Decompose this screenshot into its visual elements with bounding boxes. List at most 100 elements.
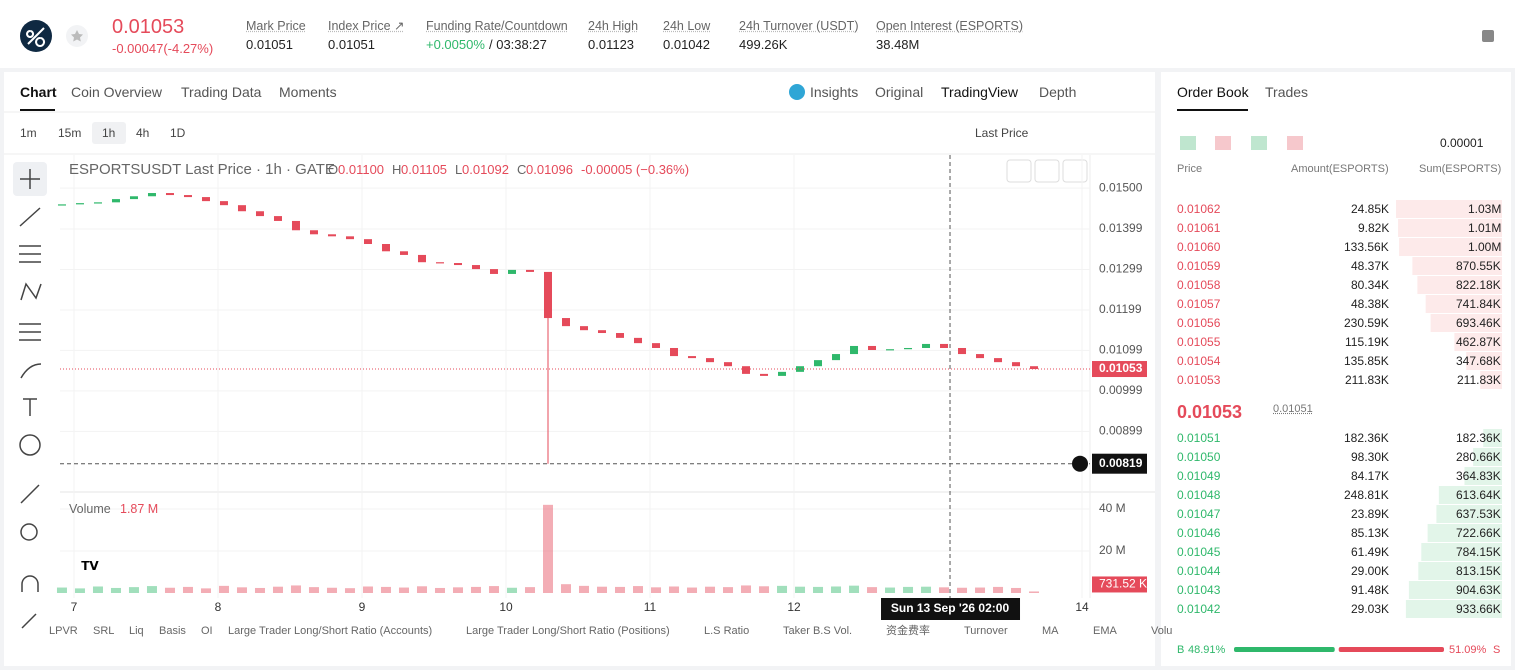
view-tab[interactable]: Insights: [810, 84, 859, 100]
indicator[interactable]: MA: [1042, 625, 1059, 637]
indicator[interactable]: L.S Ratio: [704, 625, 750, 637]
ohlc-key: H: [392, 162, 402, 177]
ob-price: 0.01049: [1177, 469, 1221, 483]
ob-amount: 230.59K: [1344, 316, 1389, 330]
stat-label: Open Interest (ESPORTS): [876, 19, 1024, 33]
y-tick-label: 0.00899: [1099, 424, 1143, 438]
volume-bar: [560, 584, 571, 593]
ohlc-key: L: [455, 162, 463, 177]
menu-icon[interactable]: [1482, 30, 1494, 42]
candle: [201, 197, 210, 202]
indicator[interactable]: Turnover: [964, 625, 1008, 637]
depth-bar: [1438, 486, 1502, 504]
indicator[interactable]: Taker B.S Vol.: [783, 625, 853, 637]
indicator[interactable]: Volu: [1151, 625, 1173, 637]
interval[interactable]: 1D: [170, 126, 186, 140]
interval[interactable]: 4h: [136, 126, 150, 140]
volume-bar: [236, 587, 247, 593]
volume-bar: [218, 585, 229, 593]
sell-letter: S: [1493, 644, 1501, 656]
view-tab[interactable]: Depth: [1039, 84, 1077, 100]
candle: [219, 201, 228, 206]
ob-amount: 24.85K: [1351, 202, 1390, 216]
ob-tick[interactable]: 0.00001: [1440, 136, 1484, 150]
stat-label: Index Price ↗: [328, 19, 405, 33]
stat-value: 38.48M: [876, 37, 920, 52]
candle: [598, 330, 607, 334]
candle: [616, 333, 625, 338]
ob-tab[interactable]: Trades: [1265, 84, 1309, 100]
tab[interactable]: Moments: [279, 84, 337, 100]
y-tick-label: 0.01500: [1099, 180, 1143, 194]
ob-sum: 182.36K: [1456, 431, 1501, 445]
ob-amount: 80.34K: [1351, 278, 1390, 292]
indicator[interactable]: LPVR: [49, 625, 78, 637]
ob-price: 0.01058: [1177, 278, 1221, 292]
volume-bar: [723, 587, 734, 593]
depth-bar: [1430, 314, 1502, 332]
candle: [886, 349, 895, 351]
ob-tab[interactable]: Order Book: [1177, 84, 1249, 100]
volume-bar: [362, 586, 373, 593]
ob-price: 0.01062: [1177, 202, 1221, 216]
ob-view-icon: [1251, 136, 1267, 150]
indicator[interactable]: Liq: [129, 625, 144, 637]
candle: [183, 195, 192, 198]
interval[interactable]: 15m: [58, 126, 82, 140]
stat-label: 24h High: [588, 19, 639, 33]
volume-bar: [380, 586, 391, 593]
indicator[interactable]: OI: [201, 625, 213, 637]
price-type[interactable]: Last Price: [975, 126, 1029, 140]
ob-sum: 784.15K: [1456, 545, 1501, 559]
stat-value: 499.26K: [739, 37, 788, 52]
indicator[interactable]: Large Trader Long/Short Ratio (Positions…: [466, 625, 670, 637]
indicator[interactable]: Large Trader Long/Short Ratio (Accounts): [228, 625, 433, 637]
volume-bar: [470, 586, 481, 593]
indicator[interactable]: Basis: [159, 625, 186, 637]
tab[interactable]: Chart: [20, 84, 57, 100]
ob-price: 0.01050: [1177, 450, 1221, 464]
x-tick-label: 10: [499, 600, 513, 614]
depth-bar: [1436, 505, 1502, 523]
tab[interactable]: Trading Data: [181, 84, 262, 100]
interval[interactable]: 1h: [102, 126, 116, 140]
ob-price: 0.01060: [1177, 240, 1221, 254]
drawing-tools[interactable]: [19, 169, 42, 629]
volume-current: 1.87 M: [120, 502, 159, 516]
chart-button[interactable]: [1062, 159, 1088, 183]
view-tab[interactable]: TradingView: [941, 84, 1019, 100]
ob-amount: 211.83K: [1345, 373, 1389, 387]
volume-bar: [542, 504, 553, 593]
candle: [255, 211, 264, 217]
stat-value: 0.01051: [246, 37, 293, 52]
ob-amount: 248.81K: [1344, 488, 1389, 502]
tab[interactable]: Coin Overview: [71, 84, 163, 100]
volume-bar: [921, 586, 932, 593]
depth-bar: [1473, 448, 1502, 466]
chart-button[interactable]: [1006, 159, 1032, 183]
ob-amount: 61.49K: [1351, 545, 1390, 559]
buy-ratio: 48.91%: [1188, 644, 1226, 656]
stat-label: Funding Rate/Countdown: [426, 19, 568, 33]
indicator[interactable]: SRL: [93, 625, 115, 637]
indicator[interactable]: 资金费率: [886, 625, 930, 637]
ohlc-value: 0.01105: [401, 162, 448, 177]
view-tab[interactable]: Original: [875, 84, 924, 100]
ohlc-value: 0.01100: [338, 162, 385, 177]
interval[interactable]: 1m: [20, 126, 37, 140]
ob-amount: 85.13K: [1351, 526, 1390, 540]
ob-sum: 364.83K: [1456, 469, 1501, 483]
chart-button[interactable]: [1034, 159, 1060, 183]
volume-bar: [795, 586, 806, 593]
volume-bar: [885, 587, 896, 593]
candle: [742, 366, 751, 374]
candle: [706, 358, 715, 363]
candle: [561, 318, 570, 327]
stat-value: 0.01051: [328, 37, 375, 52]
y-tick-label: 0.01099: [1099, 343, 1143, 357]
indicator[interactable]: EMA: [1093, 625, 1117, 637]
candle: [471, 265, 480, 270]
candle: [940, 343, 949, 348]
volume-bar: [939, 587, 950, 593]
ob-amount: 23.89K: [1351, 507, 1390, 521]
